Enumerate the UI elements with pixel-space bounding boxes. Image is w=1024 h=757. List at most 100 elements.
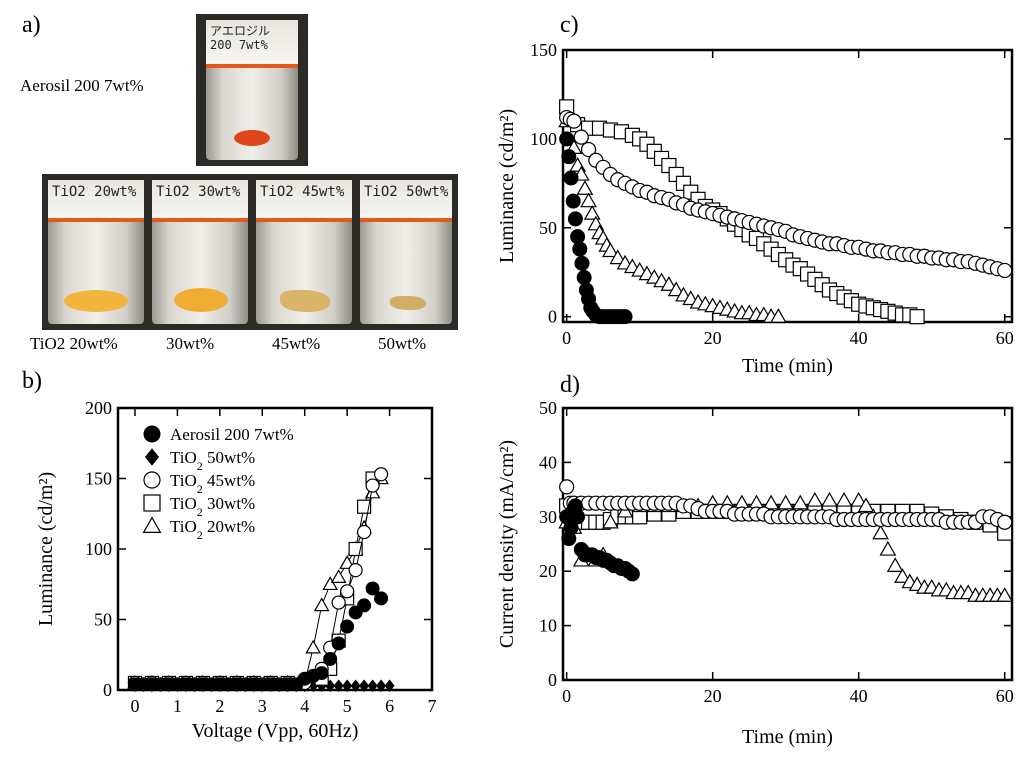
data-point [562, 495, 578, 511]
data-point [734, 221, 750, 238]
data-point [924, 511, 940, 528]
series-tio2-30wt- [127, 471, 380, 691]
data-point [580, 120, 597, 136]
data-point [661, 506, 677, 522]
data-point [807, 271, 823, 287]
data-point [894, 511, 911, 528]
data-point [240, 679, 251, 693]
x-tick-label: 60 [996, 686, 1014, 706]
data-point [734, 213, 750, 229]
data-point [624, 509, 640, 525]
data-point [653, 272, 670, 288]
data-point [340, 619, 355, 634]
data-point [359, 679, 370, 693]
vial-cap: TiO2 20wt% [48, 180, 144, 222]
x-tick-label: 40 [850, 328, 868, 348]
data-point [367, 679, 378, 693]
data-point [851, 296, 867, 312]
data-point [567, 211, 583, 227]
data-point [872, 301, 889, 318]
data-point [559, 131, 575, 147]
data-point [206, 679, 217, 693]
data-point [333, 679, 344, 693]
data-point [704, 297, 722, 313]
vial-cap: TiO2 50wt% [360, 180, 452, 222]
data-point [829, 511, 845, 528]
data-point [621, 563, 637, 579]
x-tick-label: 2 [215, 696, 224, 716]
data-point [594, 546, 612, 562]
data-point [229, 677, 244, 692]
data-point [880, 511, 896, 528]
data-point [602, 555, 618, 571]
data-point [865, 511, 881, 528]
data-point [617, 175, 633, 191]
data-point [323, 661, 338, 676]
data-point [938, 514, 954, 530]
data-point [989, 261, 1005, 277]
data-point [646, 143, 662, 159]
vial-handwritten-label: TiO2 50wt% [364, 184, 448, 200]
data-point [187, 677, 202, 692]
legend-label: TiO2 45wt% [170, 471, 255, 496]
caption-45: 45wt% [272, 334, 321, 353]
data-point [865, 243, 881, 259]
x-tick-label: 5 [343, 696, 352, 716]
data-point [785, 257, 801, 273]
data-point [136, 677, 151, 692]
data-point [638, 265, 656, 281]
data-point [814, 234, 830, 250]
data-point [212, 677, 227, 692]
data-point [887, 511, 903, 528]
data-point [616, 502, 634, 518]
data-point [624, 566, 640, 582]
panel-d-label: d) [560, 372, 580, 398]
plot-frame [116, 406, 434, 692]
data-point [272, 677, 287, 692]
series-line [134, 478, 374, 684]
data-point [931, 511, 947, 528]
data-point [682, 290, 700, 306]
data-point [325, 679, 336, 693]
data-point [646, 188, 662, 204]
data-point [339, 555, 355, 569]
data-point [617, 309, 633, 325]
data-point [807, 232, 823, 248]
vial-handwritten-label: TiO2 45wt% [260, 184, 345, 200]
data-point [726, 506, 743, 522]
caption-50: 50wt% [378, 334, 427, 353]
y-tick-label: 200 [85, 398, 112, 418]
data-point [645, 268, 663, 284]
series-tio2-20wt- [558, 112, 787, 323]
data-point [245, 674, 262, 689]
data-point [938, 509, 954, 525]
data-point [997, 514, 1013, 530]
data-point [384, 679, 395, 693]
data-point [170, 677, 185, 692]
y-tick-label: 20 [539, 561, 557, 581]
data-point [348, 541, 363, 557]
data-point [595, 495, 611, 511]
data-point [696, 295, 714, 311]
data-point [756, 506, 772, 522]
data-point [583, 204, 601, 220]
data-point [144, 675, 160, 691]
x-tick-label: 20 [704, 328, 722, 348]
data-point [705, 503, 721, 519]
data-point [646, 495, 662, 511]
data-point [989, 511, 1005, 528]
data-point [908, 576, 926, 592]
y-tick-label: 0 [103, 680, 112, 700]
data-point [580, 514, 597, 530]
data-point [661, 157, 677, 174]
data-point [563, 520, 579, 536]
data-point [711, 299, 729, 314]
data-point [740, 304, 758, 320]
data-point [726, 216, 743, 232]
data-point [858, 298, 874, 314]
data-point [683, 200, 699, 216]
data-point [570, 229, 586, 245]
y-tick-label: 0 [548, 670, 557, 690]
data-point [660, 497, 678, 513]
data-point [588, 152, 604, 168]
